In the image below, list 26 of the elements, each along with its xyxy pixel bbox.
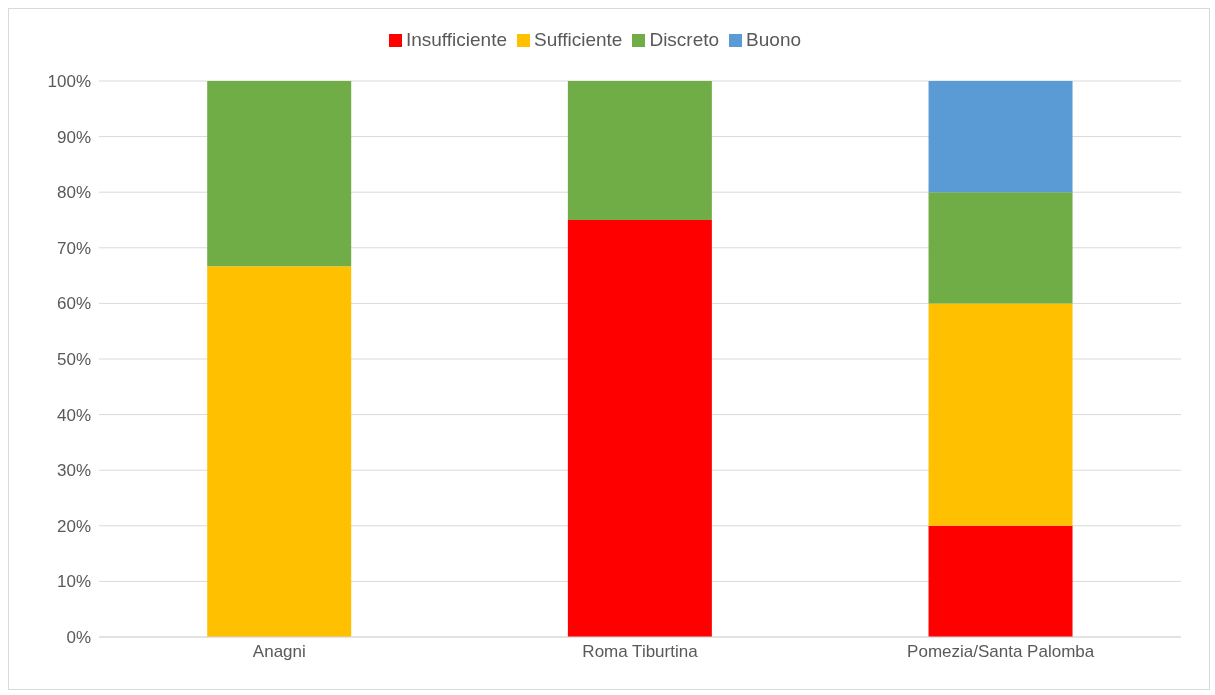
legend-label: Sufficiente [534,29,623,50]
bar [928,81,1073,193]
x-tick-label: Pomezia/Santa Palomba [907,642,1095,662]
y-tick-label: 60% [56,294,91,314]
legend-label: Insufficiente [405,29,508,50]
bar [928,525,1073,637]
y-tick-label: 90% [56,127,91,147]
y-tick-label: 70% [56,238,91,258]
legend-label: Buono [746,29,802,50]
bar [567,81,712,220]
x-tick-label: Anagni [252,642,306,662]
y-tick-label: 10% [56,572,91,592]
y-tick-label: 0% [66,628,91,648]
y-tick-label: 20% [56,516,91,536]
y-tick-label: 30% [56,461,91,481]
bar [207,81,352,267]
x-tick-label: Roma Tiburtina [582,642,699,662]
y-tick-label: 80% [56,183,91,203]
legend-label: Discreto [649,29,720,50]
y-tick-label: 50% [56,350,91,370]
bar [207,266,352,637]
bar [567,220,712,637]
bar [928,192,1073,304]
y-tick-label: 40% [56,405,91,425]
y-tick-label: 100% [47,72,91,92]
bar [928,303,1073,526]
